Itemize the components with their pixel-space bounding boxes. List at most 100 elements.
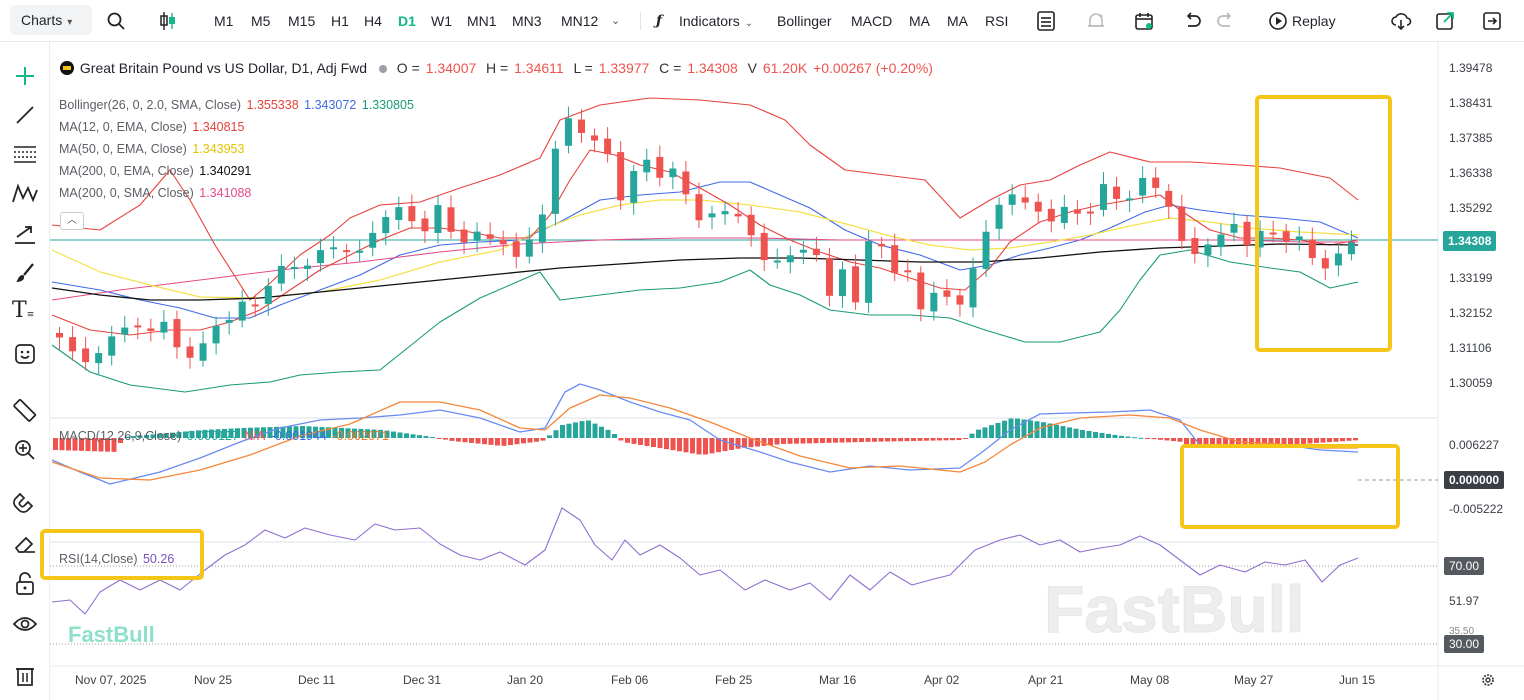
symbol-name[interactable]: Great Britain Pound vs US Dollar, D1, Ad…	[79, 60, 368, 76]
macd-hist-bar	[1197, 438, 1202, 448]
brush-icon[interactable]	[14, 262, 36, 284]
charts-menu-button[interactable]: Charts ▾	[10, 5, 92, 35]
macd-hist-bar	[1125, 436, 1131, 438]
macd-hist-bar	[261, 427, 266, 438]
legend-sma200[interactable]: MA(200, 0, SMA, Close) 1.341088	[59, 186, 253, 200]
text-tool-icon[interactable]: T≡	[12, 298, 35, 323]
calendar-icon[interactable]	[1134, 11, 1154, 31]
magnet-icon[interactable]	[13, 492, 37, 516]
lock-icon[interactable]	[14, 572, 36, 596]
macd-hist-bar	[1164, 438, 1170, 441]
search-icon[interactable]	[106, 11, 126, 31]
arrow-tool-icon[interactable]	[13, 223, 37, 245]
candle-body	[186, 346, 194, 358]
macd-hist-bar	[280, 426, 286, 438]
macd-hist-bar	[865, 438, 871, 442]
legend-ma12[interactable]: MA(12, 0, EMA, Close) 1.340815	[59, 120, 246, 134]
candle-body	[238, 301, 246, 321]
macd-hist-bar	[735, 438, 741, 449]
fib-icon[interactable]	[13, 143, 37, 165]
ruler-icon[interactable]	[13, 398, 37, 422]
eraser-icon[interactable]	[13, 532, 37, 556]
macd-hist-bar	[1158, 438, 1163, 440]
quick-macd[interactable]: MACD	[851, 13, 893, 29]
legend-macd[interactable]: MACD(12,26,9,Close) 0.000127 N/A -0.0019…	[59, 429, 391, 443]
chart-canvas[interactable]: FastBull FastBull	[0, 42, 1524, 700]
legend-ma50[interactable]: MA(50, 0, EMA, Close) 1.343953	[59, 142, 246, 156]
candle-body	[277, 266, 285, 284]
rsi-label: RSI(14,Close)	[59, 552, 138, 566]
replay-button[interactable]: Replay	[1292, 13, 1336, 29]
price-tick: 1.39478	[1449, 61, 1493, 75]
macd-hist-bar	[1255, 438, 1261, 446]
settings-gear-icon[interactable]	[1480, 672, 1496, 688]
legend-bollinger[interactable]: Bollinger(26, 0, 2.0, SMA, Close) 1.3553…	[59, 98, 416, 112]
tf-m1[interactable]: M1	[214, 13, 234, 29]
tf-h4[interactable]: H4	[364, 13, 382, 29]
date-tick: Apr 21	[1028, 673, 1064, 687]
tf-m15[interactable]: M15	[288, 13, 316, 29]
low-label: L =	[573, 60, 597, 76]
exit-fullscreen-icon[interactable]	[1482, 11, 1502, 31]
date-tick: Dec 31	[403, 673, 442, 687]
timeframe-more-icon[interactable]: ⌄	[611, 15, 621, 27]
undo-icon[interactable]	[1183, 11, 1203, 31]
macd-hist-bar	[1145, 438, 1150, 439]
cloud-download-icon[interactable]	[1390, 10, 1412, 32]
macd-hist-bar	[1060, 426, 1066, 438]
eye-icon[interactable]	[12, 614, 38, 634]
redo-icon[interactable]	[1215, 11, 1235, 31]
candle-body	[564, 118, 572, 146]
replay-icon[interactable]	[1268, 11, 1288, 31]
emoji-icon[interactable]	[14, 343, 36, 365]
macd-hist-bar	[787, 438, 793, 444]
trendline-icon[interactable]	[14, 104, 36, 126]
rsi-tick: 51.97	[1449, 594, 1480, 608]
candle-body	[812, 248, 820, 255]
candle-body	[852, 266, 860, 303]
macd-hist-bar	[72, 438, 78, 451]
tf-mn3[interactable]: MN3	[512, 13, 542, 29]
macd-hist-bar	[586, 420, 591, 438]
share-icon[interactable]	[1435, 11, 1455, 31]
price-tick: 1.33199	[1449, 271, 1493, 285]
legend-ema200[interactable]: MA(200, 0, EMA, Close) 1.340291	[59, 164, 253, 178]
candle-type-icon[interactable]	[158, 10, 178, 32]
tf-h1[interactable]: H1	[331, 13, 349, 29]
alert-add-icon[interactable]	[1086, 11, 1106, 31]
tf-mn1[interactable]: MN1	[467, 13, 497, 29]
candle-body	[1047, 208, 1055, 222]
quick-ma-1[interactable]: MA	[909, 13, 930, 29]
tf-mn12[interactable]: MN12	[561, 13, 599, 29]
indicators-button[interactable]: Indicators ⌄	[679, 0, 753, 42]
quick-bollinger[interactable]: Bollinger	[777, 13, 832, 29]
trash-icon[interactable]	[14, 664, 36, 686]
tf-w1[interactable]: W1	[431, 13, 452, 29]
quick-rsi[interactable]: RSI	[985, 13, 1009, 29]
macd-hist-bar	[319, 426, 325, 438]
macd-hist-bar	[124, 436, 130, 438]
bollinger-upper: 1.355338	[246, 98, 299, 112]
close-value: 1.34308	[687, 60, 738, 76]
macd-hist-bar	[1294, 438, 1300, 445]
candle-body	[173, 319, 181, 348]
indicators-fx-icon: ƒ	[656, 13, 663, 29]
quick-ma-2[interactable]: MA	[947, 13, 968, 29]
candles[interactable]	[56, 106, 1355, 376]
macd-hist-bar	[1184, 438, 1189, 445]
macd-hist-bar	[716, 438, 721, 453]
macd-hist-bar	[898, 438, 903, 442]
tf-d1[interactable]: D1	[398, 13, 416, 29]
collapse-legend-button[interactable]: ︿	[60, 212, 84, 230]
macd-hist-bar	[1353, 438, 1358, 441]
tf-m5[interactable]: M5	[251, 13, 271, 29]
crosshair-icon[interactable]	[14, 65, 36, 87]
sma200-label: MA(200, 0, SMA, Close)	[59, 186, 194, 200]
pattern-icon[interactable]	[12, 182, 38, 204]
zoom-in-icon[interactable]	[14, 439, 36, 461]
candle-body	[578, 119, 585, 133]
macd-hist-bar	[475, 438, 481, 444]
candle-body	[656, 156, 664, 178]
template-icon[interactable]	[1037, 11, 1055, 31]
legend-rsi[interactable]: RSI(14,Close) 50.26	[59, 552, 176, 566]
